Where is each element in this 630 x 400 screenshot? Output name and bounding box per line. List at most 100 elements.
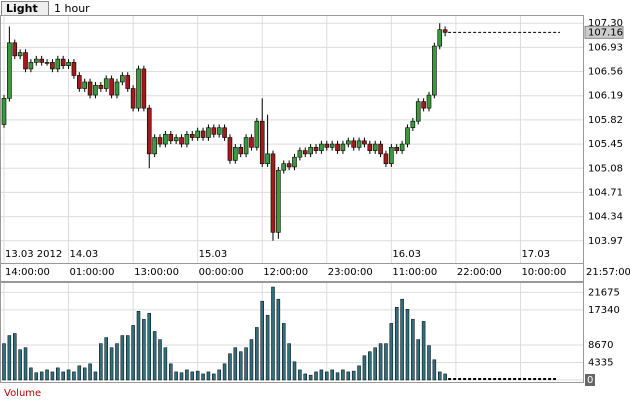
volume-bar	[131, 325, 135, 381]
candle-body	[383, 153, 389, 164]
candle-body	[415, 101, 421, 122]
volume-bar	[238, 351, 243, 381]
candle-body	[120, 75, 125, 83]
y-tick-label: 106.19	[588, 91, 623, 102]
candle-body	[372, 143, 378, 151]
volume-bar	[13, 333, 17, 381]
volume-bar	[427, 345, 431, 381]
candle-body	[211, 127, 217, 135]
volume-tick-label: 17340	[588, 305, 620, 316]
candle-body	[345, 140, 351, 145]
candle-body	[233, 147, 238, 161]
y-tick-label: 104.34	[588, 212, 623, 223]
candle-body	[216, 127, 222, 135]
volume-bar	[201, 373, 205, 381]
candle-body	[130, 88, 136, 109]
volume-bar	[185, 369, 189, 381]
candle-body	[356, 140, 362, 148]
candle-body	[125, 75, 131, 89]
volume-bar	[195, 370, 200, 381]
date-label: 15.03	[199, 249, 228, 260]
volume-panel	[0, 282, 584, 383]
volume-bar	[212, 373, 216, 381]
x-tick-label: 00:00:00	[199, 267, 244, 278]
volume-bar	[88, 363, 92, 381]
date-label: 13.03 2012	[5, 249, 62, 260]
y-tick-label: 103.97	[588, 236, 623, 247]
candle-body	[17, 52, 23, 57]
volume-bar	[368, 351, 372, 381]
candle-body	[179, 137, 184, 145]
candle-body	[324, 143, 330, 148]
volume-bar	[23, 347, 28, 381]
candle-body	[93, 84, 98, 96]
volume-bar	[400, 298, 404, 381]
volume-bar	[308, 374, 313, 381]
volume-bar	[29, 367, 33, 381]
candle-body	[7, 42, 12, 99]
candle-body	[82, 81, 87, 89]
candle-body	[184, 133, 190, 145]
y-tick-label: 105.08	[588, 163, 623, 174]
volume-bar	[249, 339, 254, 381]
volume-bar	[39, 371, 44, 381]
volume-bar	[325, 371, 329, 381]
candle-body	[265, 153, 270, 164]
candle-body	[286, 163, 292, 168]
candle-body	[39, 58, 44, 63]
volume-label: Volume	[4, 388, 41, 399]
candle-body	[60, 58, 66, 66]
time-axis	[0, 263, 584, 282]
candle-body	[146, 107, 152, 155]
volume-bar	[222, 363, 227, 381]
volume-bar	[260, 300, 264, 381]
volume-bar	[287, 343, 291, 381]
volume-bar	[179, 372, 184, 381]
volume-bar	[2, 343, 6, 381]
candle-body	[432, 45, 437, 96]
y-tick-label: 105.45	[588, 139, 623, 150]
candle-body	[362, 140, 367, 145]
volume-bar	[351, 370, 356, 381]
volume-bar	[109, 347, 114, 381]
candle-body	[405, 127, 410, 145]
candle-body	[249, 137, 254, 148]
candle-body	[50, 62, 55, 70]
candle-body	[302, 150, 308, 155]
volume-bar	[163, 347, 168, 381]
y-tick-label: 106.56	[588, 67, 623, 78]
candle-body	[340, 143, 346, 151]
volume-bar	[82, 367, 87, 381]
candle-body	[292, 156, 297, 168]
style-label[interactable]: Light	[6, 2, 38, 15]
candle-body	[421, 101, 426, 109]
volume-bar	[50, 371, 55, 381]
date-label: 14.03	[70, 249, 99, 260]
volume-bar	[120, 335, 125, 381]
volume-bar	[330, 369, 334, 381]
candle-body	[66, 62, 71, 66]
volume-tick-label: 4335	[588, 357, 613, 368]
candle-body	[87, 81, 93, 96]
volume-bar	[411, 319, 415, 381]
y-tick-label: 105.82	[588, 115, 623, 126]
candle-body	[378, 143, 383, 155]
candle-body	[195, 130, 200, 138]
candle-body	[77, 75, 82, 89]
date-label: 17.03	[521, 249, 550, 260]
candle-body	[394, 147, 400, 151]
volume-bar	[93, 371, 98, 381]
candle-body	[28, 62, 34, 70]
candle-body	[12, 42, 18, 57]
volume-bar	[384, 343, 388, 381]
candle-body	[297, 150, 303, 158]
volume-bar	[362, 355, 367, 381]
candle-body	[276, 169, 281, 233]
candle-body	[168, 133, 174, 142]
volume-bar	[169, 363, 173, 381]
candle-body	[189, 133, 195, 138]
volume-bar	[421, 321, 426, 381]
candle-body	[389, 147, 394, 164]
candle-body	[351, 140, 356, 148]
